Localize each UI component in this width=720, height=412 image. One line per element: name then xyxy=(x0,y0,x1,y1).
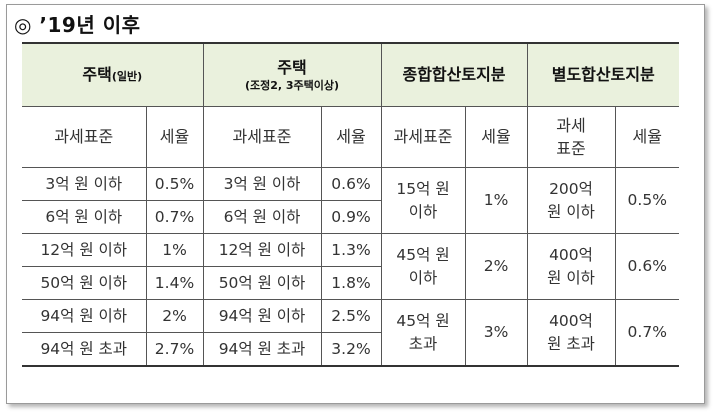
land-comprehensive-base: 45억 원 초과 xyxy=(380,299,466,367)
house-general-base: 12억 원 이하 xyxy=(22,233,147,267)
house-regulated-rate: 3.2% xyxy=(320,332,382,367)
subheader-rate: 세율 xyxy=(145,106,204,168)
house-regulated-base: 6억 원 이하 xyxy=(202,200,322,234)
subheader-rate: 세율 xyxy=(320,106,382,168)
house-general-base: 50억 원 이하 xyxy=(22,266,147,300)
house-regulated-rate: 2.5% xyxy=(320,299,382,333)
house-general-base: 6억 원 이하 xyxy=(22,200,147,234)
house-regulated-base: 94억 원 초과 xyxy=(202,332,322,367)
land-comprehensive-base: 45억 원 이하 xyxy=(380,233,466,300)
header-row-groups: 주택(일반) 주택 (조정2, 3주택이상) 종합합산토지분 별도합산토지분 xyxy=(22,42,679,107)
house-regulated-rate: 0.9% xyxy=(320,200,382,234)
house-general-rate: 1% xyxy=(145,233,204,267)
subheader-rate: 세율 xyxy=(464,106,528,168)
house-regulated-rate: 1.8% xyxy=(320,266,382,300)
section-heading: ◎ ’19년 이후 xyxy=(14,13,141,37)
table-row: 12억 원 이하 1% 12억 원 이하 1.3% 45억 원 이하 2% 40… xyxy=(22,233,679,300)
col-header-land-comprehensive: 종합합산토지분 xyxy=(380,42,528,107)
subheader-base: 과세표준 xyxy=(22,106,147,168)
land-separate-rate: 0.6% xyxy=(614,233,679,300)
col-header-house-regulated: 주택 (조정2, 3주택이상) xyxy=(202,42,382,107)
land-separate-rate: 0.7% xyxy=(614,299,679,367)
house-regulated-base: 50억 원 이하 xyxy=(202,266,322,300)
table-row: 3억 원 이하 0.5% 3억 원 이하 0.6% 15억 원 이하 1% 20… xyxy=(22,167,679,234)
land-separate-base: 400억 원 이하 xyxy=(526,233,616,300)
house-regulated-rate: 1.3% xyxy=(320,233,382,267)
col-header-house-general: 주택(일반) xyxy=(22,42,204,107)
house-regulated-base: 12억 원 이하 xyxy=(202,233,322,267)
house-general-rate: 0.5% xyxy=(145,167,204,201)
land-comprehensive-rate: 3% xyxy=(464,299,528,367)
col-header-house-general-title: 주택 xyxy=(82,65,112,85)
land-comprehensive-base: 15억 원 이하 xyxy=(380,167,466,234)
house-general-base: 3억 원 이하 xyxy=(22,167,147,201)
land-comprehensive-rate: 1% xyxy=(464,167,528,234)
tax-rate-table: 주택(일반) 주택 (조정2, 3주택이상) 종합합산토지분 별도합산토지분 과… xyxy=(22,42,679,367)
table-row: 94억 원 초과 2.7% 94억 원 초과 3.2% xyxy=(22,332,679,367)
house-general-rate: 2.7% xyxy=(145,332,204,367)
land-separate-base: 200억 원 이하 xyxy=(526,167,616,234)
col-header-house-regulated-sub: (조정2, 3주택이상) xyxy=(244,79,340,93)
land-separate-base: 400억 원 초과 xyxy=(526,299,616,367)
subheader-rate: 세율 xyxy=(614,106,679,168)
land-separate-rate: 0.5% xyxy=(614,167,679,234)
house-regulated-base: 3억 원 이하 xyxy=(202,167,322,201)
subheader-base: 과세표준 xyxy=(202,106,322,168)
col-header-house-regulated-title: 주택 xyxy=(277,58,307,78)
subheader-base: 과세표준 xyxy=(526,106,616,168)
subheader-base: 과세표준 xyxy=(380,106,466,168)
table-row: 94억 원 이하 2% 94억 원 이하 2.5% 45억 원 초과 3% 40… xyxy=(22,299,679,367)
house-regulated-rate: 0.6% xyxy=(320,167,382,201)
house-general-base: 94억 원 이하 xyxy=(22,299,147,333)
land-comprehensive-rate: 2% xyxy=(464,233,528,300)
house-regulated-base: 94억 원 이하 xyxy=(202,299,322,333)
house-general-rate: 2% xyxy=(145,299,204,333)
house-general-base: 94억 원 초과 xyxy=(22,332,147,367)
house-general-rate: 0.7% xyxy=(145,200,204,234)
col-header-house-general-sub: (일반) xyxy=(111,70,143,84)
col-header-land-separate: 별도합산토지분 xyxy=(526,42,679,107)
header-row-subcolumns: 과세표준 세율 과세표준 세율 과세표준 세율 과세표준 세율 xyxy=(22,106,679,168)
house-general-rate: 1.4% xyxy=(145,266,204,300)
